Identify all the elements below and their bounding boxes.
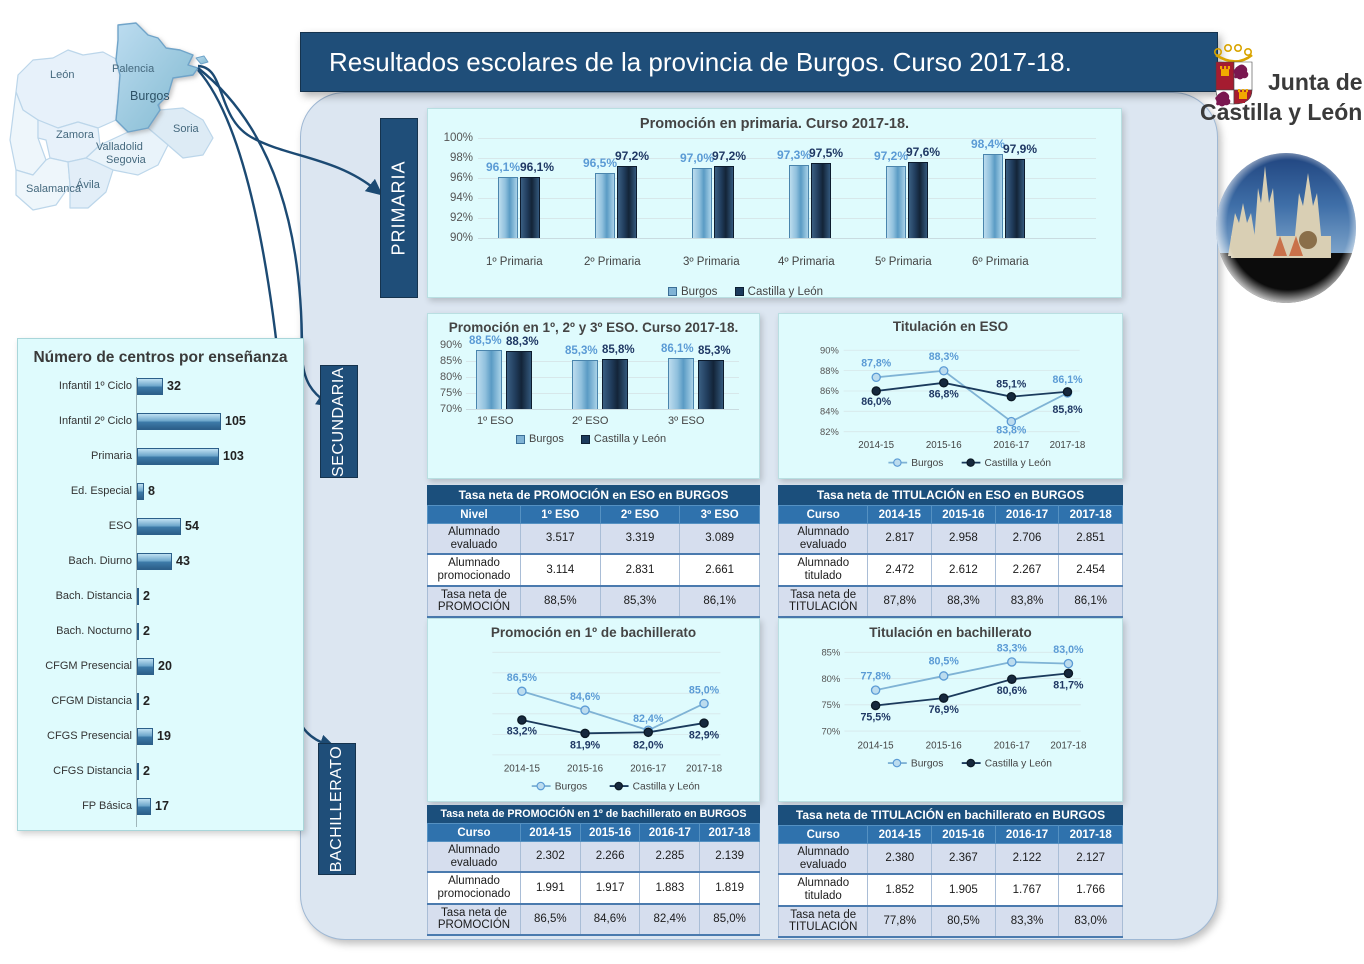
svg-text:82,9%: 82,9%	[689, 729, 720, 741]
svg-text:Valladolid: Valladolid	[96, 141, 143, 153]
svg-text:2015-16: 2015-16	[926, 740, 963, 751]
svg-text:2016-17: 2016-17	[630, 763, 666, 774]
svg-text:88%: 88%	[820, 366, 839, 376]
svg-text:2014-15: 2014-15	[858, 740, 895, 751]
svg-text:Segovia: Segovia	[106, 154, 147, 166]
svg-text:82,4%: 82,4%	[633, 713, 664, 725]
svg-text:90%: 90%	[820, 346, 839, 356]
svg-text:86,1%: 86,1%	[1052, 374, 1083, 386]
svg-text:Burgos: Burgos	[130, 89, 170, 103]
svg-text:75%: 75%	[821, 699, 840, 710]
svg-text:2016-17: 2016-17	[994, 740, 1030, 751]
svg-text:86,5%: 86,5%	[507, 672, 538, 684]
svg-text:2014-15: 2014-15	[504, 763, 541, 774]
svg-text:86,0%: 86,0%	[861, 396, 892, 408]
svg-text:84,6%: 84,6%	[570, 691, 601, 703]
svg-text:80%: 80%	[821, 673, 840, 684]
svg-text:Castilla y León: Castilla y León	[984, 458, 1051, 469]
svg-text:Burgos: Burgos	[911, 758, 943, 769]
svg-text:83,0%: 83,0%	[1053, 644, 1084, 656]
svg-text:85,0%: 85,0%	[689, 684, 720, 696]
svg-text:86%: 86%	[820, 386, 839, 396]
svg-text:Ávila: Ávila	[76, 178, 101, 191]
svg-text:Zamora: Zamora	[56, 129, 95, 141]
svg-text:85,1%: 85,1%	[996, 379, 1027, 391]
svg-text:Soria: Soria	[173, 123, 200, 135]
svg-text:80,5%: 80,5%	[929, 656, 960, 668]
svg-text:85%: 85%	[821, 647, 840, 658]
svg-text:2017-18: 2017-18	[1050, 740, 1087, 751]
svg-text:83,2%: 83,2%	[507, 725, 538, 737]
svg-text:80,6%: 80,6%	[997, 685, 1028, 697]
svg-text:Burgos: Burgos	[911, 458, 943, 469]
svg-text:76,9%: 76,9%	[929, 704, 960, 716]
svg-text:81,9%: 81,9%	[570, 739, 601, 751]
svg-text:70%: 70%	[821, 725, 840, 736]
svg-text:2015-16: 2015-16	[567, 763, 604, 774]
svg-text:2016-17: 2016-17	[993, 440, 1029, 451]
svg-text:88,3%: 88,3%	[929, 351, 960, 363]
svg-text:2017-18: 2017-18	[686, 763, 723, 774]
svg-text:86,8%: 86,8%	[929, 388, 960, 400]
svg-text:87,8%: 87,8%	[861, 358, 892, 370]
svg-text:81,7%: 81,7%	[1053, 679, 1084, 691]
svg-text:Salamanca: Salamanca	[26, 183, 82, 195]
svg-text:2014-15: 2014-15	[858, 440, 894, 451]
svg-text:Burgos: Burgos	[555, 781, 587, 792]
svg-text:Palencia: Palencia	[112, 63, 155, 75]
svg-text:85,8%: 85,8%	[1052, 404, 1083, 416]
svg-text:2015-16: 2015-16	[926, 440, 962, 451]
svg-text:84%: 84%	[820, 407, 839, 417]
svg-text:León: León	[50, 69, 74, 81]
svg-text:83,8%: 83,8%	[996, 424, 1027, 436]
svg-text:Castilla y León: Castilla y León	[633, 781, 701, 792]
svg-text:77,8%: 77,8%	[860, 670, 891, 682]
svg-text:75,5%: 75,5%	[860, 711, 891, 723]
svg-text:Castilla y León: Castilla y León	[985, 758, 1053, 769]
svg-text:83,3%: 83,3%	[997, 642, 1028, 654]
svg-text:82,0%: 82,0%	[633, 739, 664, 751]
svg-text:2017-18: 2017-18	[1050, 440, 1086, 451]
svg-text:82%: 82%	[820, 427, 839, 437]
